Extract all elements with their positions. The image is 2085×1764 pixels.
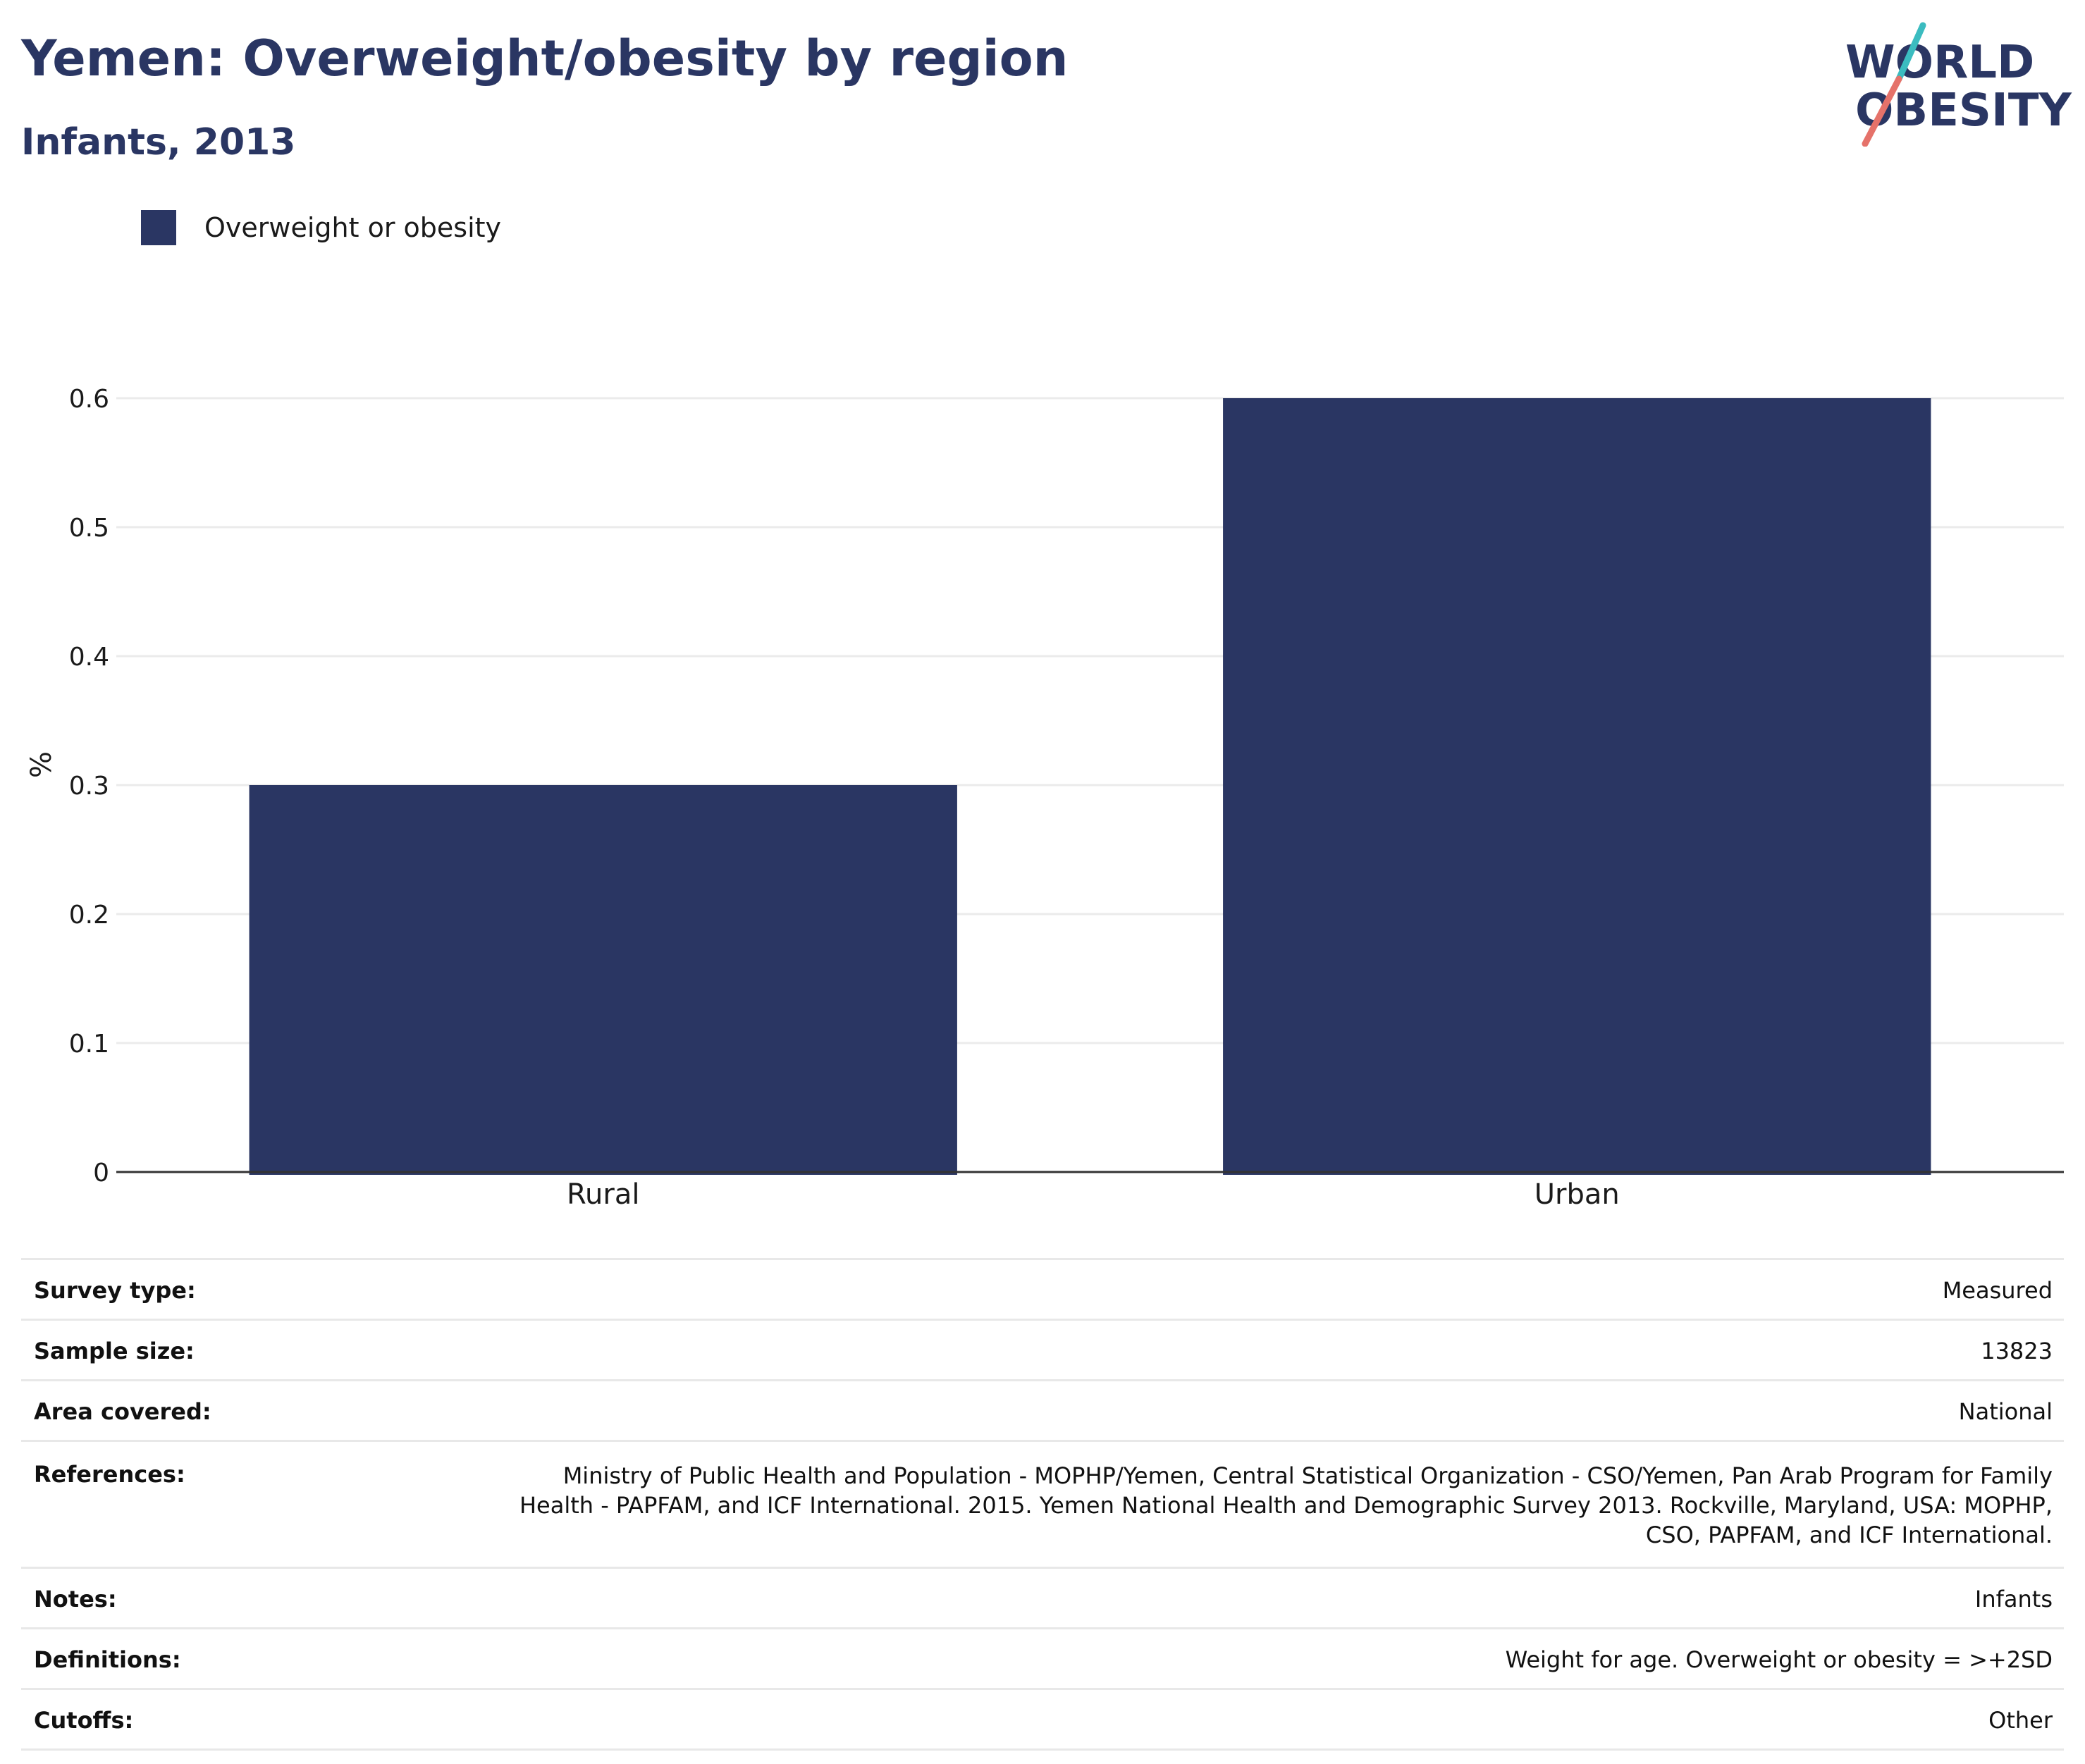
meta-key: Notes: — [34, 1586, 117, 1612]
meta-value: National — [1958, 1398, 2053, 1425]
metadata-table: Survey type: Measured Sample size: 13823 Are… — [21, 1258, 2064, 1751]
axes: 0 0.1 0.2 0.3 0.4 0.5 0.6 Rural Urban% — [25, 385, 2064, 1211]
meta-row-definitions: Definitions: Weight for age. Overweight o… — [21, 1629, 2064, 1690]
meta-row-sample-size: Sample size: 13823 — [21, 1321, 2064, 1381]
y-tick-label: 0 — [93, 1159, 109, 1188]
y-tick-label: 0.6 — [69, 385, 109, 414]
y-tick-label: 0.5 — [69, 514, 109, 543]
meta-key: Area covered: — [34, 1398, 211, 1425]
meta-row-notes: Notes: Infants — [21, 1569, 2064, 1629]
meta-value: Weight for age. Overweight or obesity = … — [1505, 1646, 2053, 1673]
meta-value: Other — [1988, 1707, 2053, 1734]
chart-title: Yemen: Overweight/obesity by region — [21, 30, 1069, 87]
bar-chart: 0 0.1 0.2 0.3 0.4 0.5 0.6 Rural Urban% — [25, 385, 2064, 1211]
legend-label: Overweight or obesity — [204, 212, 502, 243]
bar-urban[interactable] — [1223, 398, 1931, 1175]
y-tick-label: 0.2 — [69, 901, 109, 930]
x-tick-label: Urban — [1534, 1178, 1620, 1211]
y-axis-title: % — [25, 751, 58, 778]
meta-value: Ministry of Public Health and Population… — [519, 1462, 2053, 1548]
meta-value: Measured — [1942, 1277, 2053, 1304]
meta-value: 13823 — [1981, 1338, 2053, 1364]
meta-key: Cutoffs: — [34, 1707, 134, 1734]
meta-row-references: References: Ministry of Public Health and… — [21, 1442, 2064, 1569]
meta-key: Survey type: — [34, 1277, 196, 1304]
meta-row-area-covered: Area covered: National — [21, 1381, 2064, 1442]
legend[interactable]: Overweight or obesity — [141, 210, 501, 245]
x-tick-label: Rural — [567, 1178, 639, 1211]
chart-subtitle: Infants, 2013 — [21, 121, 296, 164]
meta-row-survey-type: Survey type: Measured — [21, 1260, 2064, 1321]
meta-key: References: — [34, 1461, 185, 1488]
y-tick-label: 0.1 — [69, 1030, 109, 1059]
legend-swatch — [141, 210, 176, 245]
bar-rural[interactable] — [249, 785, 957, 1175]
meta-key: Definitions: — [34, 1646, 181, 1673]
world-obesity-logo: WORLD OBESITY — [1845, 22, 2072, 147]
y-tick-label: 0.4 — [69, 643, 109, 672]
meta-key: Sample size: — [34, 1338, 195, 1364]
logo-coral-slash — [1862, 75, 1902, 147]
bars — [249, 398, 1931, 1175]
logo-teal-slash — [1895, 22, 1926, 82]
logo-line-world: WORLD — [1845, 37, 2034, 89]
meta-value: Infants — [1974, 1586, 2053, 1612]
meta-row-cutoffs: Cutoffs: Other — [21, 1690, 2064, 1751]
y-tick-label: 0.3 — [69, 772, 109, 801]
